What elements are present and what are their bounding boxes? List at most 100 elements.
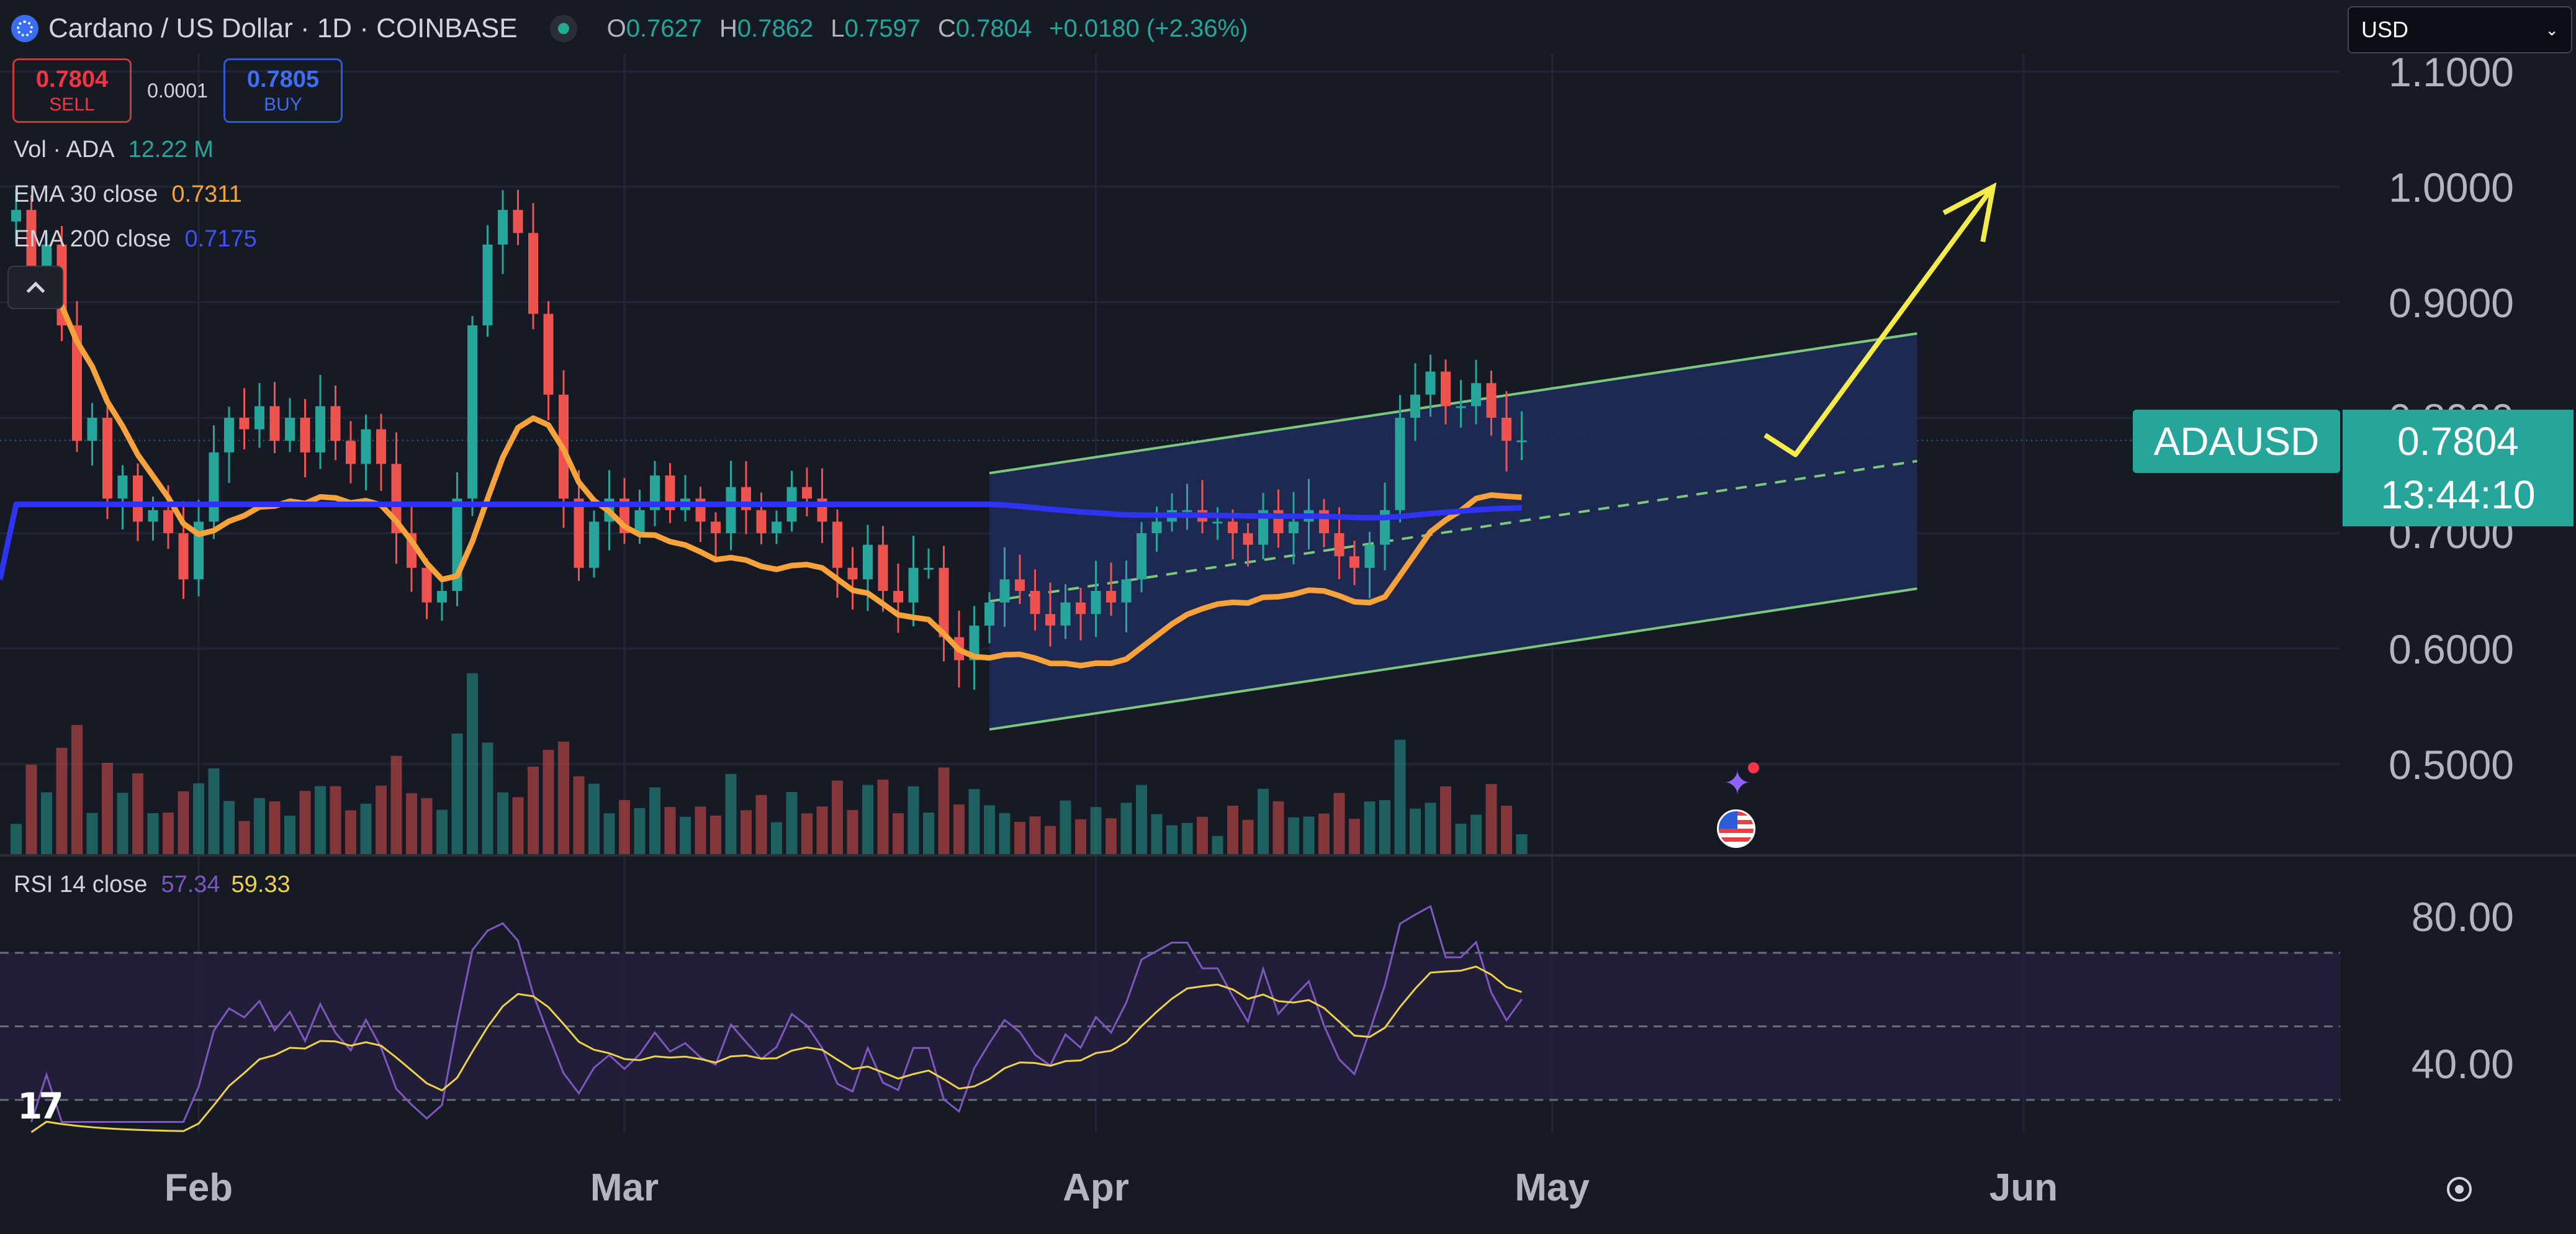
channel-median-line [989, 459, 1917, 603]
settings-icon[interactable] [2447, 1177, 2472, 1202]
time-tick-label: Feb [164, 1166, 233, 1209]
volume-bar [619, 799, 630, 854]
volume-legend[interactable]: Vol · ADA 12.22 M [14, 137, 214, 163]
time-tick-label: May [1515, 1166, 1590, 1209]
ema200-legend[interactable]: EMA 200 close 0.7175 [14, 226, 257, 253]
volume-bar [1014, 821, 1025, 854]
candle-body [924, 567, 934, 570]
sell-button[interactable]: 0.7804 SELL [12, 58, 132, 123]
volume-bar [1181, 822, 1193, 854]
candle-body [1212, 521, 1223, 524]
volume-bar [588, 783, 600, 854]
volume-bar [1410, 808, 1421, 854]
sell-price: 0.7804 [35, 66, 109, 92]
open-value: 0.7627 [626, 14, 703, 42]
candle-body [285, 418, 295, 441]
candle-body [1516, 440, 1527, 443]
candle-body [939, 567, 949, 637]
candle-body [163, 510, 173, 533]
symbol-title[interactable]: Cardano / US Dollar · 1D · COINBASE [48, 13, 518, 43]
candle-body [893, 591, 903, 603]
volume-bar [771, 822, 782, 854]
last-price: 0.7804 [2397, 419, 2519, 464]
candle-body [513, 210, 523, 233]
volume-bar [223, 801, 235, 854]
volume-bar [1258, 788, 1269, 854]
candle-body [832, 521, 842, 568]
volume-bar [1364, 801, 1376, 854]
volume-bar [1227, 805, 1238, 854]
candle-body [665, 475, 675, 510]
volume-bar [238, 821, 250, 854]
candle-body [1334, 533, 1344, 557]
volume-bar [117, 793, 128, 854]
us-flag-icon[interactable] [1717, 809, 1755, 848]
volume-bar [102, 762, 113, 854]
price-channel-drawing[interactable] [989, 332, 1917, 731]
candle-body [726, 487, 736, 533]
volume-bar [1455, 823, 1467, 854]
volume-bar [528, 767, 539, 854]
volume-bar [390, 755, 402, 854]
candle-body [908, 567, 919, 603]
ai-sparkle-icon[interactable]: ✦ [1717, 762, 1759, 802]
candle-body [1425, 371, 1436, 395]
currency-value: USD [2361, 17, 2409, 42]
forecast-arrow-drawing[interactable] [1763, 182, 1997, 457]
candle-body [863, 544, 873, 580]
candle-body [133, 475, 143, 522]
candle-body [1349, 556, 1359, 568]
volume-bar [573, 776, 585, 854]
candle-body [239, 418, 250, 430]
price-tick-label: 0.5000 [2389, 742, 2514, 788]
volume-bar [603, 813, 615, 854]
collapse-chevron-icon[interactable] [7, 266, 63, 309]
live-status-icon [549, 15, 577, 42]
volume-bar [543, 750, 554, 854]
sell-label: SELL [49, 94, 95, 115]
volume-bar [451, 733, 463, 854]
candle-body [1091, 591, 1101, 615]
rsi-label: RSI 14 close [14, 871, 148, 898]
volume-bar [953, 804, 965, 854]
candle-body [482, 245, 493, 326]
candle-body [772, 521, 781, 533]
candle-body [1243, 533, 1253, 545]
candle-body [178, 533, 189, 580]
volume-bar [284, 816, 295, 854]
ema200-value: 0.7175 [184, 226, 257, 252]
candle-body [1364, 544, 1375, 568]
buy-button[interactable]: 0.7805 BUY [223, 58, 343, 123]
ema30-legend[interactable]: EMA 30 close 0.7311 [14, 181, 242, 208]
volume-bar [178, 791, 189, 854]
candle-body [847, 567, 858, 580]
volume-bar [41, 792, 52, 854]
volume-bar [1303, 816, 1315, 854]
volume-bar [1318, 813, 1330, 854]
forecast-arrow-line [1763, 185, 1996, 457]
candle-body [711, 521, 721, 533]
volume-bar [1349, 819, 1360, 854]
volume-bar [163, 813, 174, 854]
volume-bar [558, 741, 569, 854]
volume-bar [634, 808, 646, 854]
volume-bar [923, 813, 934, 854]
rsi-legend[interactable]: RSI 14 close 57.34 59.33 [14, 871, 290, 898]
volume-bar [360, 803, 372, 854]
volume-bar [1425, 803, 1436, 854]
volume-bar [741, 810, 752, 854]
buy-price: 0.7805 [246, 66, 320, 92]
candle-body [117, 475, 128, 499]
symbol-badge: ADAUSD [2133, 410, 2340, 473]
volume-bar [1333, 793, 1345, 854]
rsi-tick-label: 40.00 [2412, 1041, 2514, 1087]
open-key: O [606, 14, 626, 42]
candle-body [969, 625, 980, 660]
currency-select[interactable]: USD ⌄ [2348, 6, 2572, 53]
low-key: L [831, 14, 845, 42]
volume-bar [208, 768, 220, 854]
volume-bar [1288, 817, 1299, 854]
tradingview-logo-icon[interactable]: 17 [17, 1085, 64, 1127]
volume-bar [193, 783, 204, 854]
